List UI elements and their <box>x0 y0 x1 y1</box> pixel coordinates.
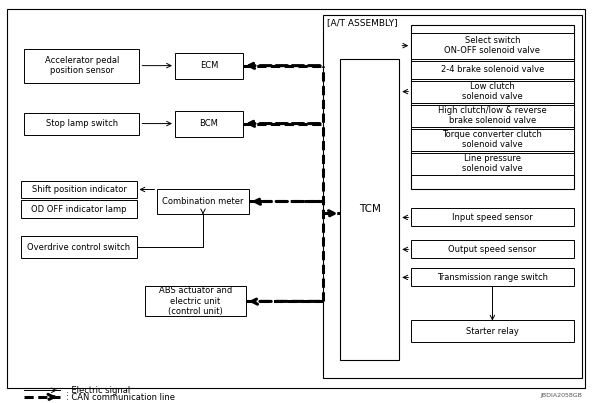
Text: Combination meter: Combination meter <box>162 197 244 206</box>
Bar <box>21 181 137 199</box>
Text: : Electric signal: : Electric signal <box>66 386 130 395</box>
Bar <box>157 189 249 214</box>
Bar <box>411 60 574 79</box>
Bar <box>175 110 243 137</box>
Bar <box>24 112 140 135</box>
Bar <box>175 53 243 79</box>
Bar <box>411 129 574 151</box>
Text: JBDIA2058GB: JBDIA2058GB <box>540 393 583 398</box>
Text: : CAN communication line: : CAN communication line <box>66 393 175 402</box>
Text: Overdrive control switch: Overdrive control switch <box>27 243 130 252</box>
Bar <box>411 81 574 103</box>
Text: Starter relay: Starter relay <box>466 327 519 336</box>
Text: Stop lamp switch: Stop lamp switch <box>46 119 118 128</box>
Text: [A/T ASSEMBLY]: [A/T ASSEMBLY] <box>327 18 398 27</box>
Bar <box>21 200 137 218</box>
Bar <box>24 49 140 83</box>
Bar <box>146 287 246 316</box>
Text: OD OFF indicator lamp: OD OFF indicator lamp <box>31 205 127 214</box>
Bar <box>411 241 574 258</box>
Bar <box>323 15 583 378</box>
Text: Low clutch
solenoid valve: Low clutch solenoid valve <box>462 82 523 101</box>
Text: Transmission range switch: Transmission range switch <box>437 273 548 282</box>
Bar <box>411 320 574 342</box>
Text: BCM: BCM <box>200 119 218 128</box>
Bar <box>411 153 574 174</box>
Bar <box>411 25 574 189</box>
Text: Line pressure
solenoid valve: Line pressure solenoid valve <box>462 154 523 173</box>
Bar <box>411 268 574 287</box>
Text: High clutch/low & reverse
brake solenoid valve: High clutch/low & reverse brake solenoid… <box>438 106 547 125</box>
Bar <box>411 33 574 58</box>
Text: Input speed sensor: Input speed sensor <box>452 213 533 222</box>
Text: Output speed sensor: Output speed sensor <box>448 245 536 254</box>
Text: Torque converter clutch
solenoid valve: Torque converter clutch solenoid valve <box>442 130 542 149</box>
Bar <box>340 58 400 360</box>
Text: TCM: TCM <box>359 204 381 214</box>
Bar <box>411 208 574 226</box>
Text: Shift position indicator: Shift position indicator <box>31 185 126 194</box>
Text: Select switch
ON-OFF solenoid valve: Select switch ON-OFF solenoid valve <box>445 36 540 55</box>
Text: ABS actuator and
electric unit
(control unit): ABS actuator and electric unit (control … <box>159 287 232 316</box>
Text: ECM: ECM <box>200 61 218 70</box>
Bar <box>21 237 137 258</box>
Text: Accelerator pedal
position sensor: Accelerator pedal position sensor <box>45 56 119 75</box>
Text: 2-4 brake solenoid valve: 2-4 brake solenoid valve <box>440 65 544 74</box>
Bar <box>411 105 574 127</box>
